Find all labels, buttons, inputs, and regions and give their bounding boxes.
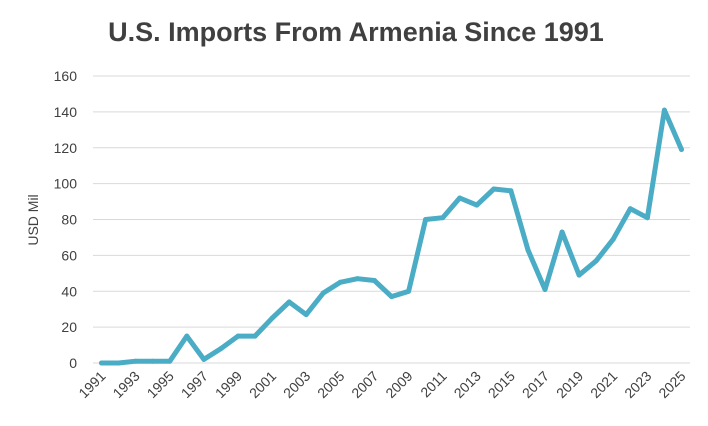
data-point <box>99 360 105 366</box>
data-point <box>184 333 190 339</box>
x-tick-label: 2013 <box>451 368 484 401</box>
data-point <box>661 107 667 113</box>
x-tick-label: 2021 <box>587 368 620 401</box>
x-tick-label: 2007 <box>348 368 381 401</box>
x-tick-label: 1995 <box>144 368 177 401</box>
data-point <box>150 358 156 364</box>
data-point <box>474 202 480 208</box>
data-point <box>167 358 173 364</box>
x-tick-label: 2009 <box>382 368 415 401</box>
data-point <box>423 217 429 222</box>
data-point <box>406 288 412 294</box>
data-point <box>678 147 684 153</box>
data-point <box>354 276 360 282</box>
x-tick-label: 2015 <box>485 368 518 401</box>
data-point <box>457 195 463 201</box>
series-layer <box>99 107 684 366</box>
x-tick-label: 1991 <box>75 368 108 401</box>
data-point <box>303 312 309 318</box>
data-point <box>491 186 497 192</box>
data-point <box>133 358 139 364</box>
gridlines <box>93 75 690 364</box>
x-tick-label: 2011 <box>417 368 450 401</box>
data-point <box>644 215 650 221</box>
chart-title: U.S. Imports From Armenia Since 1991 <box>108 17 604 47</box>
data-point <box>269 315 275 321</box>
y-tick-label: 0 <box>69 355 77 371</box>
x-tick-label: 2023 <box>621 368 654 401</box>
data-point <box>440 215 446 221</box>
data-point <box>337 279 343 285</box>
y-axis-label: USD Mil <box>25 194 41 245</box>
data-point <box>576 272 582 278</box>
y-axis-ticks: 0 20 40 60 80 100 120 140 160 <box>54 68 78 371</box>
y-tick-label: 20 <box>61 319 77 335</box>
data-point <box>525 247 531 253</box>
x-tick-label: 2003 <box>280 368 313 401</box>
y-tick-label: 100 <box>54 176 78 192</box>
data-point <box>593 258 599 264</box>
data-point <box>286 299 292 305</box>
x-tick-label: 1993 <box>109 368 142 401</box>
data-point <box>627 206 633 212</box>
data-point <box>252 333 258 339</box>
data-point <box>116 360 122 366</box>
x-tick-label: 2025 <box>655 368 688 401</box>
data-point <box>218 346 224 352</box>
data-point <box>508 188 514 194</box>
x-tick-label: 2019 <box>553 368 586 401</box>
data-point <box>610 236 616 242</box>
data-point <box>559 229 565 235</box>
data-point <box>542 286 548 292</box>
y-tick-label: 140 <box>54 104 78 120</box>
y-tick-label: 160 <box>54 68 78 84</box>
x-tick-label: 2017 <box>519 368 552 401</box>
data-point <box>371 277 377 283</box>
data-point <box>389 294 394 300</box>
data-point <box>235 333 241 339</box>
y-tick-label: 60 <box>61 247 77 263</box>
data-point <box>320 290 326 296</box>
y-tick-label: 80 <box>61 212 77 228</box>
x-tick-label: 2005 <box>314 368 347 401</box>
data-point <box>201 356 207 362</box>
y-tick-label: 120 <box>54 140 78 156</box>
y-tick-label: 40 <box>61 283 77 299</box>
x-tick-label: 1999 <box>212 368 245 401</box>
x-tick-label: 2001 <box>246 368 279 401</box>
x-axis-ticks: 1991 1993 1995 1997 1999 2001 2003 2005 2007 2009… <box>75 368 688 401</box>
x-tick-label: 1997 <box>178 368 211 401</box>
